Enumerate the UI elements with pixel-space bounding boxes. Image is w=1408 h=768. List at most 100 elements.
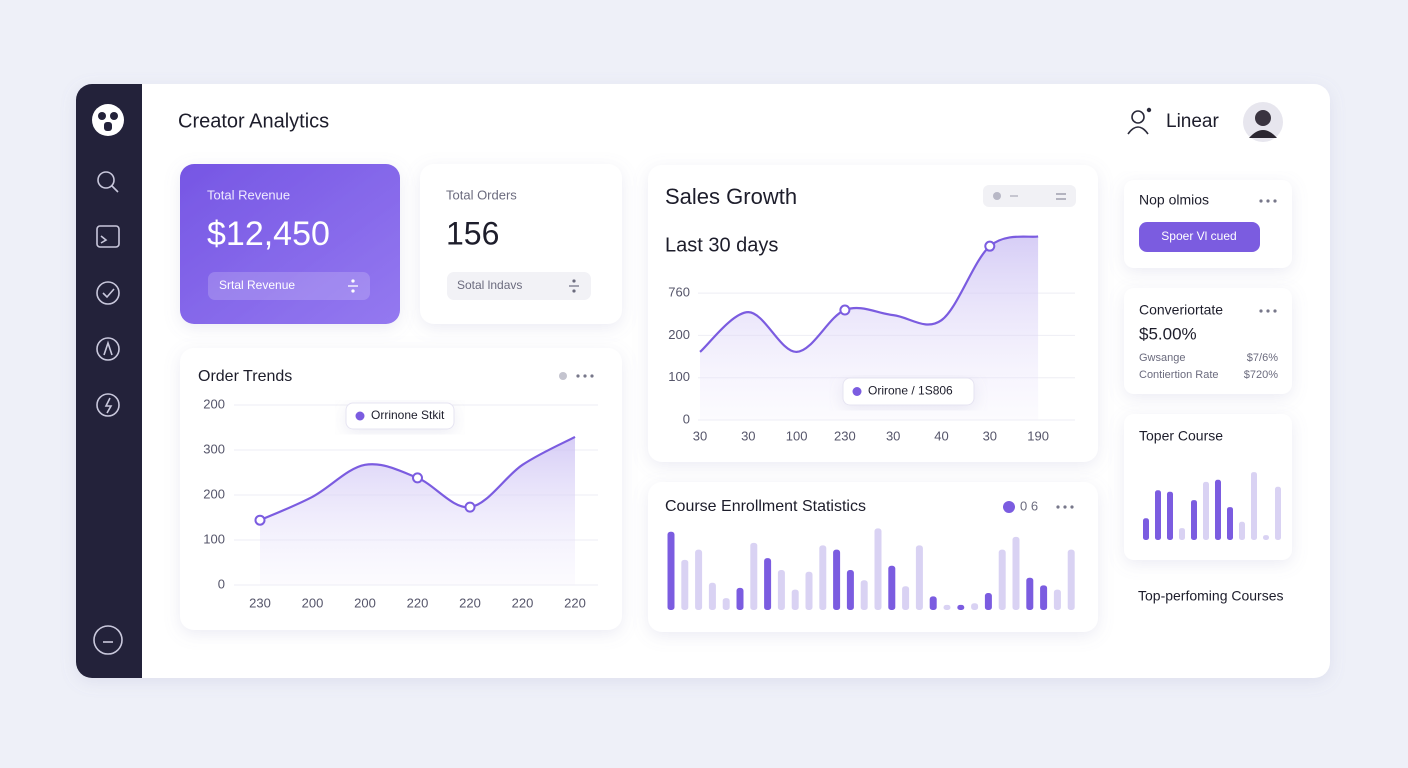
bar (777, 570, 785, 610)
bar (695, 549, 703, 610)
card-menu[interactable] (1259, 309, 1277, 313)
bar (1026, 577, 1034, 610)
bolt-icon[interactable] (96, 393, 120, 417)
bar (846, 570, 854, 610)
range-toggle[interactable] (983, 185, 1076, 207)
status-dot (1146, 107, 1152, 113)
user-name[interactable]: Linear (1166, 111, 1219, 132)
conversion-row-label: Contiertion Rate (1139, 369, 1219, 381)
card-menu[interactable] (1056, 505, 1074, 509)
x-tick-label: 100 (786, 428, 808, 443)
bar (1155, 490, 1161, 540)
pill-icon (569, 279, 579, 293)
revenue-value: $12,450 (207, 215, 330, 253)
orders-pill-text[interactable]: Sotal lndavs (457, 278, 522, 292)
bar (736, 587, 744, 610)
check-icon[interactable] (96, 281, 120, 305)
bar (1040, 585, 1048, 610)
bar (902, 586, 910, 610)
revenue-pill[interactable] (208, 272, 370, 300)
bar (791, 589, 799, 610)
line-area (700, 236, 1039, 420)
options-button[interactable] (1139, 222, 1260, 252)
x-tick-label: 220 (512, 595, 534, 610)
line-marker (412, 472, 423, 484)
x-tick-label: 30 (886, 428, 900, 443)
chart-title: Sales Growth (665, 184, 797, 209)
chart-title: Toper Course (1139, 428, 1223, 444)
bar (929, 596, 937, 610)
bar (750, 542, 758, 610)
bar (764, 558, 772, 610)
x-tick-label: 190 (1027, 428, 1049, 443)
y-tick-label: 100 (203, 531, 225, 546)
y-tick-label: 100 (668, 369, 690, 384)
legend-text: 0 6 (1020, 498, 1038, 513)
tooltip-dot (355, 411, 365, 421)
tooltip (842, 377, 975, 406)
bar (888, 565, 896, 610)
bar (1067, 549, 1075, 610)
bar (860, 580, 868, 610)
bar (915, 545, 923, 610)
y-tick-label: 760 (668, 285, 690, 300)
conversion-row-value: $7/6% (1247, 352, 1278, 364)
bar (722, 598, 730, 610)
tooltip (345, 402, 455, 430)
page-title: Creator Analytics (178, 110, 329, 132)
bar (1143, 518, 1149, 540)
tooltip-dot (852, 387, 862, 396)
orders-pill[interactable] (447, 272, 591, 300)
options-button-text[interactable]: Spoer Vl cued (1161, 229, 1236, 243)
conversion-title: Converiortate (1139, 302, 1223, 318)
revenue-label: Total Revenue (207, 187, 290, 202)
bar (971, 603, 979, 610)
conversion-row-label: Gwsange (1139, 352, 1185, 364)
chart-caption: Top-perfoming Courses (1138, 588, 1284, 604)
files-icon[interactable] (96, 225, 120, 248)
bar (1053, 589, 1061, 610)
card-menu[interactable] (559, 372, 594, 380)
bar (957, 604, 965, 610)
bar (984, 593, 992, 610)
x-tick-label: 40 (934, 428, 948, 443)
revenue-pill-text[interactable]: Srtal Revenue (219, 278, 295, 292)
bar (805, 571, 813, 610)
sidebar-icons (92, 104, 124, 655)
bar (1167, 491, 1173, 540)
x-tick-label: 30 (983, 428, 997, 443)
logo[interactable] (92, 104, 124, 136)
bar (1239, 521, 1245, 540)
bar (681, 559, 689, 610)
chart-subtitle: Last 30 days (665, 234, 778, 256)
card-menu[interactable] (1259, 199, 1277, 203)
chart-title: Course Enrollment Statistics (665, 498, 866, 515)
bar (833, 549, 841, 610)
line-marker (839, 304, 851, 316)
bar (667, 531, 675, 610)
x-tick-label: 220 (459, 595, 481, 610)
bar (1263, 535, 1269, 540)
user-icon[interactable] (1127, 110, 1149, 135)
bar (1227, 507, 1233, 540)
pill-icon (348, 279, 358, 293)
line-series (699, 235, 1039, 354)
bar (1215, 479, 1221, 540)
search-icon[interactable] (97, 171, 115, 189)
bar (1203, 481, 1209, 540)
settings-icon[interactable] (93, 625, 123, 655)
conversion-value: $5.00% (1139, 324, 1197, 343)
bar (943, 604, 951, 610)
x-tick-label: 30 (693, 428, 707, 443)
y-tick-label: 200 (203, 396, 225, 411)
y-tick-label: 300 (203, 441, 225, 456)
line-marker (254, 514, 266, 526)
y-tick-label: 0 (683, 411, 690, 426)
bar (1275, 486, 1281, 540)
avatar[interactable] (1243, 102, 1283, 142)
tooltip-text: Orirone / 1S806 (868, 384, 953, 398)
conversion-row-value: $720% (1244, 369, 1278, 381)
compass-icon[interactable] (96, 337, 120, 361)
bar (1191, 500, 1197, 540)
